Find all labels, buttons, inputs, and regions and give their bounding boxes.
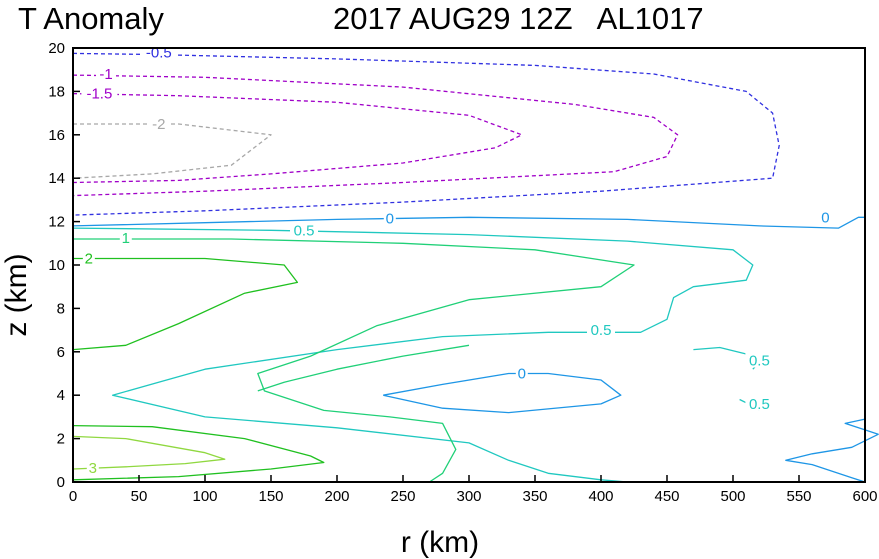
y-tick-label: 16: [48, 127, 65, 144]
contour-label-background: [515, 365, 528, 381]
contour-line-neg0p5: [72, 52, 780, 216]
x-tick-label: 400: [588, 488, 613, 505]
contour-label: 2: [85, 250, 93, 267]
y-tick-label: 12: [48, 214, 65, 231]
y-tick-label: 0: [57, 474, 65, 491]
contour-line-0p5: [72, 227, 754, 483]
contour-label-background: [119, 229, 132, 245]
y-tick-label: 10: [48, 257, 65, 274]
contour-labels: -0.5 -1 -1.5 -2 0 0 0 0.5 0.5 0.5 0.5 1 2 3: [81, 44, 832, 477]
contour-label-background: [383, 210, 396, 226]
x-tick-label: 0: [69, 488, 77, 505]
x-axis-label: r (km): [401, 526, 479, 559]
x-tick-label: 600: [852, 488, 877, 505]
x-tick-label: 300: [456, 488, 481, 505]
contour-label-background: [290, 222, 318, 238]
contour-line-neg1p5: [72, 92, 523, 184]
contour-label-background: [587, 322, 615, 338]
contour-lines: [72, 52, 879, 483]
contour-label-background: [148, 115, 169, 131]
x-tick-label: 100: [192, 488, 217, 505]
contour-label: -1: [99, 66, 112, 83]
x-tick-label: 150: [258, 488, 283, 505]
contour-label-background: [86, 459, 99, 475]
chart-title-left: T Anomaly: [18, 1, 164, 36]
y-tick-label: 20: [48, 40, 65, 57]
contour-line-0: [72, 216, 865, 229]
contour-line-2: [72, 424, 325, 481]
contour-label: -1.5: [86, 86, 112, 103]
contour-label: 0: [518, 366, 526, 383]
contour-label: -0.5: [146, 44, 172, 61]
x-tick-label: 450: [654, 488, 679, 505]
y-tick-label: 8: [57, 300, 65, 317]
contour-label: 0: [386, 210, 394, 227]
x-tick-label: 250: [390, 488, 415, 505]
contour-label-background: [82, 250, 95, 266]
y-tick-label: 18: [48, 83, 65, 100]
x-tick-label: 200: [324, 488, 349, 505]
contour-line-3: [72, 435, 226, 470]
y-tick-label: 14: [48, 170, 65, 187]
y-axis-label: z (km): [0, 253, 33, 336]
contour-label: 1: [122, 230, 130, 247]
x-tick-label: 550: [786, 488, 811, 505]
y-tick-label: 4: [57, 387, 65, 404]
x-tick-label: 350: [522, 488, 547, 505]
x-axis-ticks: 0 50 100 150 200 250 300 350 400 450 500 550 600: [69, 475, 878, 505]
contour-label-background: [81, 85, 118, 101]
y-tick-label: 6: [57, 344, 65, 361]
contour-label: 0.5: [749, 352, 770, 369]
contour-label-background: [96, 66, 116, 82]
contour-label: 0.5: [294, 222, 315, 239]
contour-label: -2: [152, 116, 165, 133]
contour-line-2: [72, 257, 299, 351]
contour-label-background: [819, 209, 832, 225]
x-tick-label: 50: [131, 488, 148, 505]
y-tick-label: 2: [57, 431, 65, 448]
contour-line-0: [785, 418, 879, 483]
contour-label: 3: [89, 460, 97, 477]
chart-title-right: 2017 AUG29 12Z AL1017: [333, 1, 704, 36]
y-axis-ticks: 0 2 4 6 8 10 12 14 16 18 20: [48, 40, 80, 491]
x-tick-label: 500: [720, 488, 745, 505]
contour-line-0: [383, 372, 622, 414]
contour-label-background: [745, 352, 774, 368]
contour-label: 0.5: [749, 396, 770, 413]
contour-line-1: [257, 344, 470, 392]
contour-line-neg2: [72, 123, 272, 179]
contour-line-neg1: [72, 74, 679, 197]
contour-label: 0.5: [591, 322, 612, 339]
contour-label: 0: [821, 209, 829, 226]
contour-line-1: [73, 238, 635, 483]
contour-label-background: [745, 395, 774, 411]
plot-frame: [72, 47, 866, 483]
